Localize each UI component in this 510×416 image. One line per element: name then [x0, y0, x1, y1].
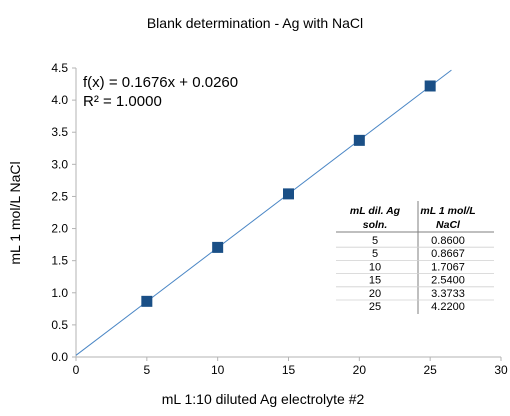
- x-axis-ticks: 0 5 10 15 20 25 30: [73, 357, 508, 377]
- x-tick-label: 10: [211, 363, 225, 377]
- y-tick-label: 0.5: [51, 318, 68, 332]
- x-axis-label: mL 1:10 diluted Ag electrolyte #2: [162, 391, 365, 407]
- x-tick-label: 0: [73, 363, 80, 377]
- table-cell: 25: [369, 301, 381, 313]
- chart-title: Blank determination - Ag with NaCl: [147, 15, 363, 31]
- y-axis-label: mL 1 mol/L NaCl: [7, 161, 23, 264]
- table-header: soln.: [363, 219, 388, 231]
- data-points: [141, 80, 436, 307]
- y-axis-ticks: 0.0 0.5 1.0 1.5 2.0 2.5 3.0 3.5 4.0 4.5: [51, 61, 76, 364]
- table-cell: 0.8600: [431, 235, 465, 247]
- table-cell: 5: [372, 248, 378, 260]
- x-tick-label: 25: [423, 363, 437, 377]
- y-tick-label: 2.0: [51, 222, 68, 236]
- y-tick-label: 4.0: [51, 93, 68, 107]
- y-tick-label: 0.0: [51, 350, 68, 364]
- y-tick-label: 3.0: [51, 157, 68, 171]
- table-header: mL dil. Ag: [350, 205, 401, 217]
- x-tick-label: 20: [353, 363, 367, 377]
- y-tick-label: 2.5: [51, 189, 68, 203]
- table-cell: 2.5400: [431, 275, 465, 287]
- table-cell: 4.2200: [431, 301, 465, 313]
- table-cell: 1.7067: [431, 261, 465, 273]
- y-tick-label: 1.0: [51, 286, 68, 300]
- trend-equation: f(x) = 0.1676x + 0.0260: [83, 74, 238, 91]
- table-cell: 10: [369, 261, 381, 273]
- table-cell: 15: [369, 275, 381, 287]
- y-tick-label: 4.5: [51, 61, 68, 75]
- table-cell: 5: [372, 235, 378, 247]
- table-cell: 3.3733: [431, 288, 465, 300]
- y-tick-label: 1.5: [51, 254, 68, 268]
- table-cell: 20: [369, 288, 381, 300]
- data-point: [283, 188, 294, 200]
- data-point: [424, 80, 436, 92]
- data-point: [353, 134, 365, 146]
- trend-r-squared: R² = 1.0000: [83, 93, 162, 110]
- data-point: [212, 241, 224, 253]
- table-cell: 0.8667: [431, 248, 465, 260]
- x-tick-label: 30: [494, 363, 508, 377]
- plot-area: 0 5 10 15 20 25 30 0.00.51.01.52.02.53.03.54.0…: [51, 61, 508, 377]
- trendline: [75, 69, 452, 356]
- x-tick-label: 15: [282, 363, 296, 377]
- x-tick-label: 5: [143, 363, 150, 377]
- y-tick-label: 3.5: [51, 125, 68, 139]
- data-point: [141, 295, 153, 307]
- data-table: mL dil. Ag soln. mL 1 mol/L NaCl 5 0.8600 5 0.8…: [336, 201, 494, 314]
- table-header: NaCl: [436, 219, 461, 231]
- table-header: mL 1 mol/L: [420, 205, 475, 217]
